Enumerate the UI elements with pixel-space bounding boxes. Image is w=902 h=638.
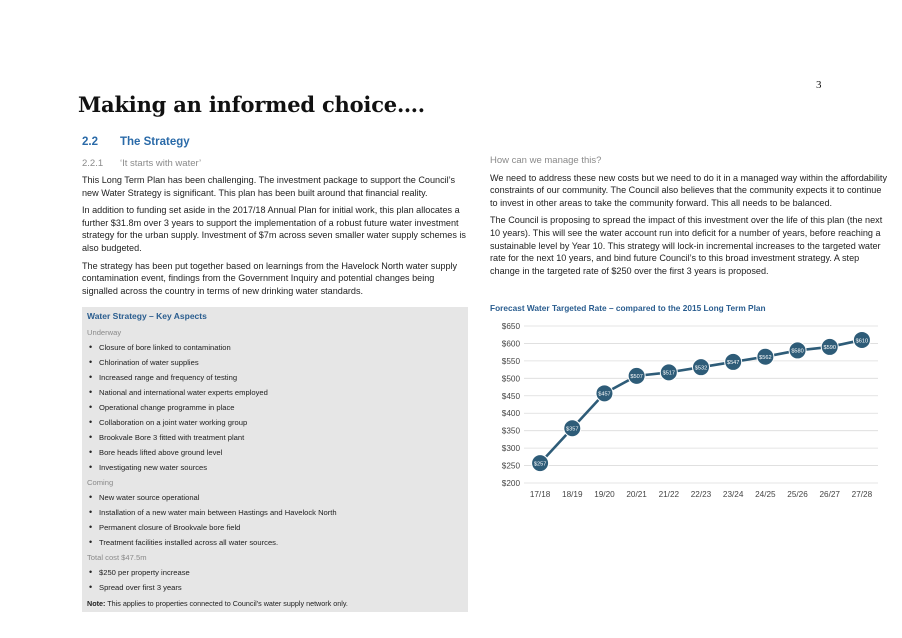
x-tick-label: 18/19 xyxy=(562,490,583,499)
list-item: Chlorination of water supplies xyxy=(87,355,463,370)
group-label-cost: Total cost $47.5m xyxy=(87,553,147,562)
y-tick-label: $200 xyxy=(502,479,521,488)
data-point xyxy=(788,341,807,360)
data-point xyxy=(595,384,614,403)
data-label: $517 xyxy=(663,371,675,377)
list-item: Installation of a new water main between… xyxy=(87,505,463,520)
subsection-title: ‘It starts with water’ xyxy=(120,158,202,169)
y-tick-label: $600 xyxy=(502,339,521,348)
list-item: $250 per property increase xyxy=(87,565,463,580)
rate-line-chart: $200 $250 $300 $350 $400 $450 $500 $550 $600 $650… xyxy=(502,322,878,499)
group-label-coming: Coming xyxy=(87,478,114,487)
x-tick-label: 19/20 xyxy=(594,490,615,499)
x-tick-label: 24/25 xyxy=(755,490,776,499)
list-item: New water source operational xyxy=(87,490,463,505)
x-tick-label: 27/28 xyxy=(852,490,873,499)
x-tick-label: 20/21 xyxy=(626,490,647,499)
list-item: Brookvale Bore 3 fitted with treatment p… xyxy=(87,430,463,445)
data-point xyxy=(563,419,582,438)
x-tick-label: 21/22 xyxy=(659,490,680,499)
data-label: $562 xyxy=(759,355,771,361)
section-title: The Strategy xyxy=(120,136,190,148)
section-heading: 2.2 The Strategy xyxy=(82,136,190,148)
data-point xyxy=(692,358,710,377)
note-text: This applies to properties connected to … xyxy=(105,599,348,608)
data-point xyxy=(852,330,871,349)
y-tick-label: $350 xyxy=(502,427,521,436)
note-label: Note: xyxy=(87,599,106,608)
key-aspects-list: Underway Closure of bore linked to conta… xyxy=(87,325,463,611)
x-tick-label: 23/24 xyxy=(723,490,744,499)
y-tick-label: $400 xyxy=(502,409,521,418)
data-point xyxy=(820,337,839,356)
list-item: Collaboration on a joint water working g… xyxy=(87,415,463,430)
data-label: $507 xyxy=(630,374,642,380)
key-aspects-title: Water Strategy – Key Aspects xyxy=(87,311,207,321)
chart-title: Forecast Water Targeted Rate – compared … xyxy=(490,303,766,313)
data-point xyxy=(724,352,743,371)
data-label: $590 xyxy=(824,345,836,351)
y-tick-label: $250 xyxy=(502,462,521,471)
y-tick-label: $450 xyxy=(502,392,521,401)
list-item: Increased range and frequency of testing xyxy=(87,370,463,385)
data-point xyxy=(659,363,678,382)
left-column: This Long Term Plan has been challenging… xyxy=(82,174,470,302)
list-item: Treatment facilities installed across al… xyxy=(87,535,463,550)
key-aspects-box: Water Strategy – Key Aspects Underway Cl… xyxy=(82,307,468,612)
group-label-underway: Underway xyxy=(87,328,122,337)
y-tick-label: $500 xyxy=(502,374,521,383)
note: Note: This applies to properties connect… xyxy=(87,596,463,611)
list-item: Bore heads lifted above ground level xyxy=(87,445,463,460)
data-point xyxy=(627,366,646,385)
data-label: $357 xyxy=(566,427,578,433)
x-tick-label: 25/26 xyxy=(787,490,808,499)
subsection-number: 2.2.1 xyxy=(82,158,104,169)
section-number: 2.2 xyxy=(82,136,98,148)
data-label: $257 xyxy=(534,461,546,467)
paragraph: The strategy has been put together based… xyxy=(82,260,458,296)
data-label: $532 xyxy=(695,365,707,371)
list-item: Closure of bore linked to contamination xyxy=(87,340,463,355)
data-point xyxy=(531,454,550,473)
list-item: Spread over first 3 years xyxy=(87,580,463,595)
list-item: Operational change programme in place xyxy=(87,400,463,415)
x-tick-label: 26/27 xyxy=(819,490,840,499)
page-heading: Making an informed choice…. xyxy=(78,92,425,117)
list-item: Permanent closure of Brookvale bore fiel… xyxy=(87,520,463,535)
y-tick-label: $650 xyxy=(502,322,521,331)
subsection-heading: 2.2.1 ‘It starts with water’ xyxy=(82,158,201,169)
right-column: How can we manage this? We need to addre… xyxy=(490,155,890,282)
data-label: $457 xyxy=(598,392,610,398)
paragraph: In addition to funding set aside in the … xyxy=(82,205,466,253)
data-point xyxy=(756,347,775,366)
paragraph: This Long Term Plan has been challenging… xyxy=(82,175,456,198)
y-tick-label: $300 xyxy=(502,444,521,453)
data-label: $580 xyxy=(791,349,803,355)
page-number: 3 xyxy=(816,79,822,91)
data-label: $547 xyxy=(727,360,739,366)
question-heading: How can we manage this? xyxy=(490,155,602,166)
x-tick-label: 17/18 xyxy=(530,490,551,499)
paragraph: We need to address these new costs but w… xyxy=(490,172,887,208)
x-tick-label: 22/23 xyxy=(691,490,712,499)
y-tick-label: $550 xyxy=(502,357,521,366)
data-label: $610 xyxy=(856,338,868,344)
paragraph: The Council is proposing to spread the i… xyxy=(490,215,883,276)
list-item: National and international water experts… xyxy=(87,385,463,400)
list-item: Investigating new water sources xyxy=(87,460,463,475)
